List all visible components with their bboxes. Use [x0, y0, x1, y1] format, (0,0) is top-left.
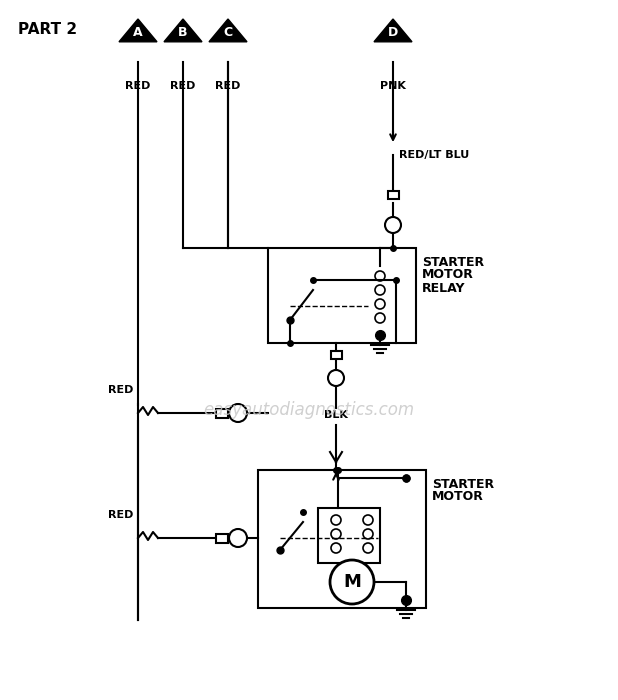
Text: RELAY: RELAY	[422, 281, 465, 295]
Text: RED: RED	[125, 81, 151, 91]
Text: C: C	[224, 26, 232, 38]
Polygon shape	[164, 19, 202, 42]
Polygon shape	[209, 19, 247, 42]
Bar	[331, 351, 342, 359]
Bar	[216, 533, 228, 542]
Bar	[216, 409, 228, 417]
Bar	[318, 508, 380, 563]
Text: RED: RED	[215, 81, 240, 91]
Text: PART 2: PART 2	[18, 22, 77, 37]
Text: A: A	[133, 26, 143, 38]
Text: MOTOR: MOTOR	[432, 491, 484, 503]
Text: RED: RED	[108, 510, 133, 520]
Bar	[387, 191, 399, 199]
Text: RED/LT BLU: RED/LT BLU	[399, 150, 469, 160]
Text: M: M	[343, 573, 361, 591]
Circle shape	[229, 529, 247, 547]
Circle shape	[229, 404, 247, 422]
Circle shape	[330, 560, 374, 604]
Text: B: B	[178, 26, 188, 38]
Text: RED: RED	[171, 81, 196, 91]
Text: RED: RED	[108, 385, 133, 395]
Text: easyautodiagnostics.com: easyautodiagnostics.com	[203, 401, 415, 419]
Text: STARTER: STARTER	[432, 477, 494, 491]
Circle shape	[385, 217, 401, 233]
Text: STARTER: STARTER	[422, 256, 484, 269]
Text: D: D	[388, 26, 398, 38]
Text: MOTOR: MOTOR	[422, 269, 474, 281]
Polygon shape	[119, 19, 157, 42]
Bar	[258, 470, 426, 608]
Bar	[268, 248, 416, 343]
Text: PNK: PNK	[380, 81, 406, 91]
Polygon shape	[374, 19, 412, 42]
Circle shape	[328, 370, 344, 386]
Text: BLK: BLK	[324, 410, 348, 420]
